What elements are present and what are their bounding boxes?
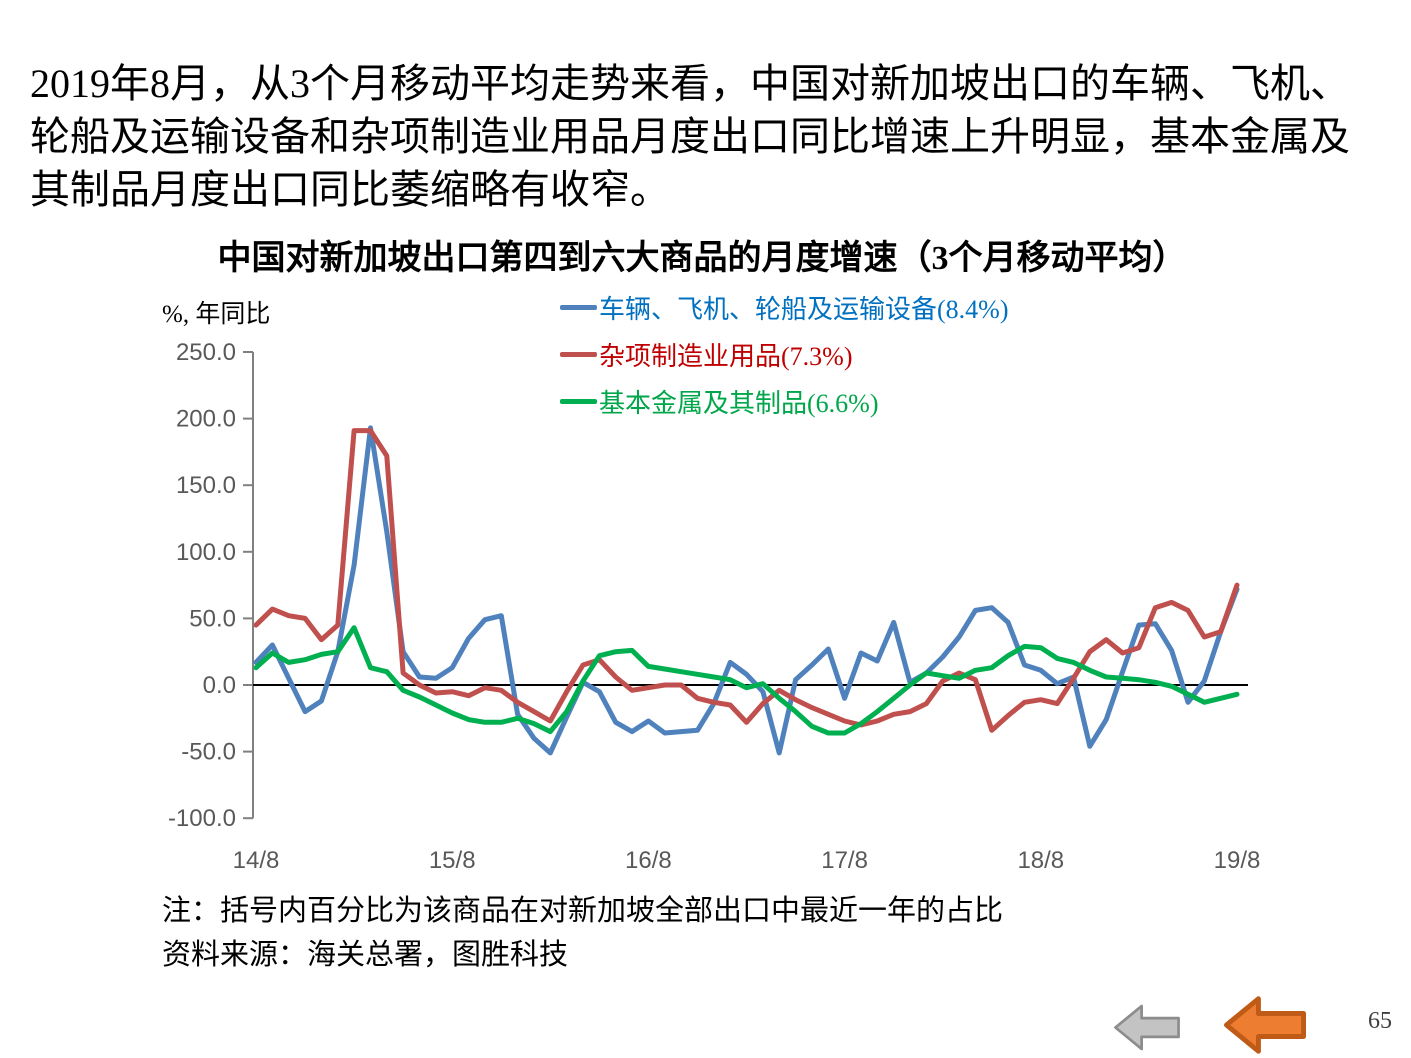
y-tick-label: 200.0 — [176, 406, 236, 433]
x-tick-label: 14/8 — [233, 847, 280, 874]
x-tick-label: 17/8 — [821, 847, 868, 874]
legend-swatch-red-icon — [560, 352, 597, 357]
chart-title: 中国对新加坡出口第四到六大商品的月度增速（3个月移动平均） — [217, 240, 1187, 277]
chart-legend: 车辆、飞机、轮船及运输设备(8.4%) 杂项制造业用品(7.3%) 基本金属及其… — [560, 284, 1008, 425]
legend-item-base-metals: 基本金属及其制品(6.6%) — [560, 378, 1008, 425]
x-tick-label: 18/8 — [1017, 847, 1064, 874]
intro-paragraph: 2019年8月，从3个月移动平均走势来看，中国对新加坡出口的车辆、飞机、轮船及运… — [30, 61, 1350, 212]
chart-notes: 注：括号内百分比为该商品在对新加坡全部出口中最近一年的占比 资料来源：海关总署，… — [162, 890, 1003, 977]
note-line: 注：括号内百分比为该商品在对新加坡全部出口中最近一年的占比 — [162, 895, 1004, 927]
y-tick-label: -100.0 — [168, 805, 236, 832]
legend-label: 杂项制造业用品(7.3%) — [599, 342, 853, 371]
legend-label: 基本金属及其制品(6.6%) — [599, 389, 879, 418]
y-axis-title: %, 年同比 — [162, 301, 271, 328]
y-tick-label: 250.0 — [176, 339, 236, 366]
series-line-0 — [253, 425, 1240, 756]
x-tick-label: 16/8 — [625, 847, 672, 874]
y-tick-label: 100.0 — [176, 539, 236, 566]
x-tick-label: 15/8 — [429, 847, 476, 874]
legend-item-vehicles: 车辆、飞机、轮船及运输设备(8.4%) — [560, 284, 1008, 331]
orange-left-arrow-icon — [1224, 996, 1306, 1054]
series-line-2 — [253, 625, 1240, 736]
gray-left-arrow-icon — [1114, 1004, 1180, 1051]
y-tick-label: 50.0 — [189, 605, 236, 632]
y-tick-label: 150.0 — [176, 472, 236, 499]
y-tick-label: 0.0 — [203, 672, 236, 699]
legend-label: 车辆、飞机、轮船及运输设备(8.4%) — [599, 295, 1009, 324]
source-line: 资料来源：海关总署，图胜科技 — [162, 938, 569, 971]
back-arrow-orange[interactable] — [1224, 996, 1306, 1054]
back-arrow-gray[interactable] — [1112, 1004, 1182, 1051]
series-line-1 — [253, 428, 1240, 733]
legend-swatch-blue-icon — [560, 305, 597, 310]
page-number: 65 — [1368, 1008, 1392, 1034]
legend-item-misc-manufactured: 杂项制造业用品(7.3%) — [560, 331, 1008, 378]
y-tick-label: -50.0 — [181, 739, 236, 766]
legend-swatch-green-icon — [560, 399, 597, 404]
x-tick-label: 19/8 — [1214, 847, 1261, 874]
